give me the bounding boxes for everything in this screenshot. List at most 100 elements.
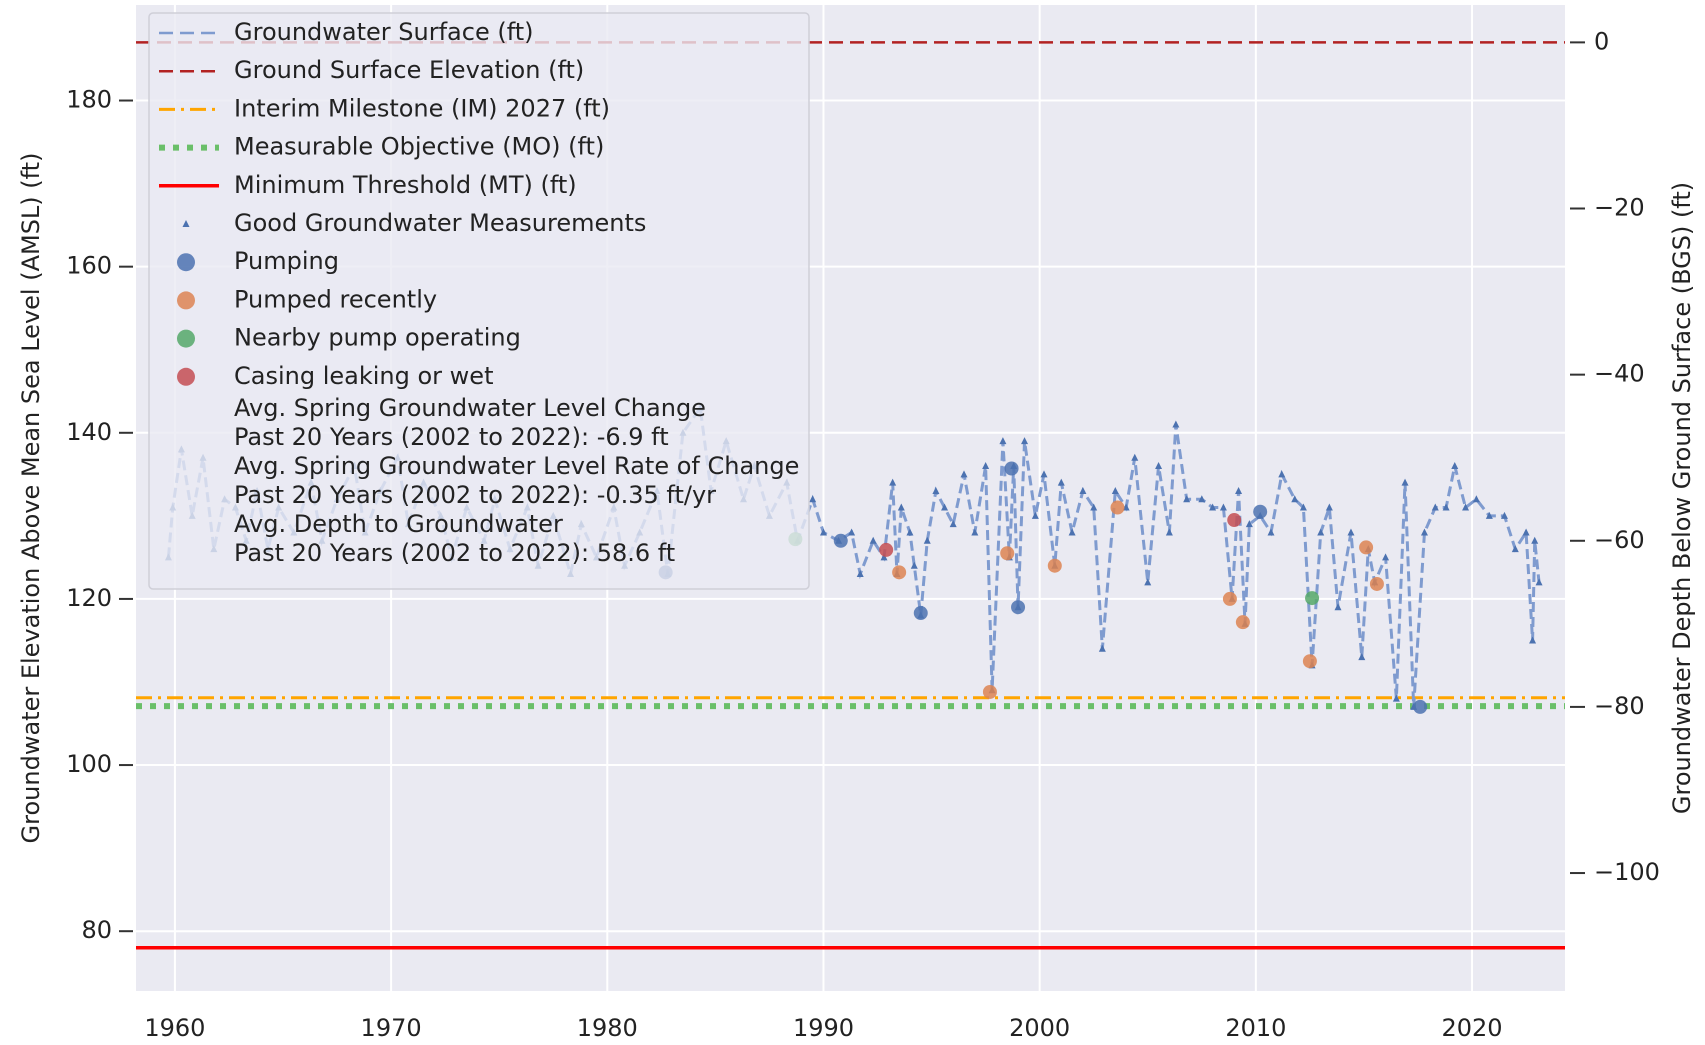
- x-tick-label: 2020: [1442, 1014, 1503, 1042]
- measurement-marker: [1511, 545, 1519, 553]
- status-point: [1359, 540, 1374, 555]
- measurement-marker: [819, 528, 827, 536]
- y2-tick-label: −60: [1594, 526, 1645, 554]
- measurement-marker: [880, 553, 888, 561]
- y-axis-label: Groundwater Elevation Above Mean Sea Lev…: [17, 153, 45, 844]
- status-point: [1305, 591, 1320, 606]
- y2-tick-label: −20: [1594, 194, 1645, 222]
- status-point: [833, 533, 848, 548]
- y-tick-label: 80: [81, 916, 112, 944]
- legend-label: Pumped recently: [234, 285, 437, 313]
- y-tick-label: 140: [66, 418, 112, 446]
- measurement-marker: [869, 536, 877, 544]
- measurement-marker: [1392, 694, 1400, 702]
- measurement-marker: [1472, 495, 1480, 503]
- status-point: [1235, 615, 1250, 630]
- status-point: [1004, 461, 1019, 476]
- measurement-marker: [1090, 503, 1098, 511]
- legend-handle: [177, 367, 195, 386]
- legend-handle: [177, 253, 195, 272]
- annotation: Avg. Spring Groundwater Level Change: [234, 394, 706, 422]
- measurement-marker: [1529, 636, 1537, 644]
- measurement-marker: [1401, 478, 1409, 486]
- measurement-marker: [809, 495, 817, 503]
- legend-label: Nearby pump operating: [234, 324, 521, 352]
- measurement-marker: [1299, 503, 1307, 511]
- measurement-marker: [856, 570, 864, 578]
- measurement-marker: [1451, 462, 1459, 470]
- status-point: [1110, 500, 1125, 515]
- annotation: Avg. Depth to Groundwater: [234, 510, 563, 538]
- measurement-marker: [1278, 470, 1286, 478]
- measurement-marker: [906, 528, 914, 536]
- legend-label: Pumping: [234, 247, 339, 275]
- measurement-marker: [1098, 644, 1106, 652]
- measurement-marker: [1382, 553, 1390, 561]
- measurement-marker: [1317, 528, 1325, 536]
- measurement-marker: [999, 437, 1007, 445]
- legend-label: Ground Surface Elevation (ft): [234, 56, 584, 84]
- y-tick-label: 120: [66, 584, 112, 612]
- annotation: Past 20 Years (2002 to 2022): -6.9 ft: [234, 423, 669, 451]
- measurement-marker: [1291, 495, 1299, 503]
- y2-tick-label: −40: [1594, 360, 1645, 388]
- measurement-marker: [1111, 486, 1119, 494]
- measurement-marker: [1535, 578, 1543, 586]
- legend-label: Minimum Threshold (MT) (ft): [234, 171, 577, 199]
- measurement-marker: [1522, 528, 1530, 536]
- measurement-marker: [1334, 603, 1342, 611]
- measurement-marker: [982, 462, 990, 470]
- measurement-marker: [1079, 486, 1087, 494]
- legend-label: Measurable Objective (MO) (ft): [234, 133, 604, 161]
- x-tick-label: 2000: [1009, 1014, 1070, 1042]
- legend-handle: [177, 291, 195, 310]
- measurement-marker: [910, 561, 918, 569]
- measurement-marker: [1442, 503, 1450, 511]
- status-point: [1302, 654, 1317, 669]
- measurement-marker: [1485, 511, 1493, 519]
- measurement-marker: [1500, 511, 1508, 519]
- measurement-marker: [1068, 528, 1076, 536]
- annotation: Past 20 Years (2002 to 2022): -0.35 ft/y…: [234, 481, 716, 509]
- x-tick-label: 1980: [577, 1014, 638, 1042]
- measurement-marker: [1245, 520, 1253, 528]
- x-tick-label: 1990: [793, 1014, 854, 1042]
- measurement-marker: [1155, 462, 1163, 470]
- annotation: Past 20 Years (2002 to 2022): 58.6 ft: [234, 539, 675, 567]
- y2-tick-label: −100: [1594, 858, 1660, 886]
- status-point: [1047, 558, 1062, 573]
- measurement-marker: [1040, 470, 1048, 478]
- legend-box: [148, 12, 810, 590]
- y2-axis-label: Groundwater Depth Below Ground Surface (…: [1668, 182, 1696, 814]
- legend-label: Groundwater Surface (ft): [234, 18, 534, 46]
- y2-tick-label: 0: [1594, 27, 1609, 55]
- status-point: [1011, 600, 1026, 615]
- measurement-marker: [1462, 503, 1470, 511]
- legend-label: Good Groundwater Measurements: [234, 209, 646, 237]
- status-point: [1222, 591, 1237, 606]
- x-tick-label: 1960: [144, 1014, 205, 1042]
- measurement-marker: [932, 486, 940, 494]
- measurement-marker: [1172, 420, 1180, 428]
- annotation: Avg. Spring Groundwater Level Rate of Ch…: [234, 452, 799, 480]
- measurement-marker: [949, 520, 957, 528]
- measurement-marker: [1165, 528, 1173, 536]
- measurement-marker: [1531, 536, 1539, 544]
- measurement-marker: [960, 470, 968, 478]
- y-tick-label: 160: [66, 252, 112, 280]
- status-point: [982, 684, 997, 699]
- measurement-marker: [1021, 437, 1029, 445]
- legend-handle: [182, 220, 190, 227]
- measurement-marker: [941, 503, 949, 511]
- measurement-marker: [1031, 511, 1039, 519]
- measurement-marker: [1183, 495, 1191, 503]
- measurement-marker: [1219, 503, 1227, 511]
- status-point: [892, 565, 907, 580]
- measurement-marker: [1198, 495, 1206, 503]
- legend-label: Casing leaking or wet: [234, 362, 493, 390]
- measurement-marker: [1235, 486, 1243, 494]
- y-tick-label: 180: [66, 86, 112, 114]
- y2-tick-label: −80: [1594, 692, 1645, 720]
- measurement-marker: [1131, 453, 1139, 461]
- measurement-marker: [1144, 578, 1152, 586]
